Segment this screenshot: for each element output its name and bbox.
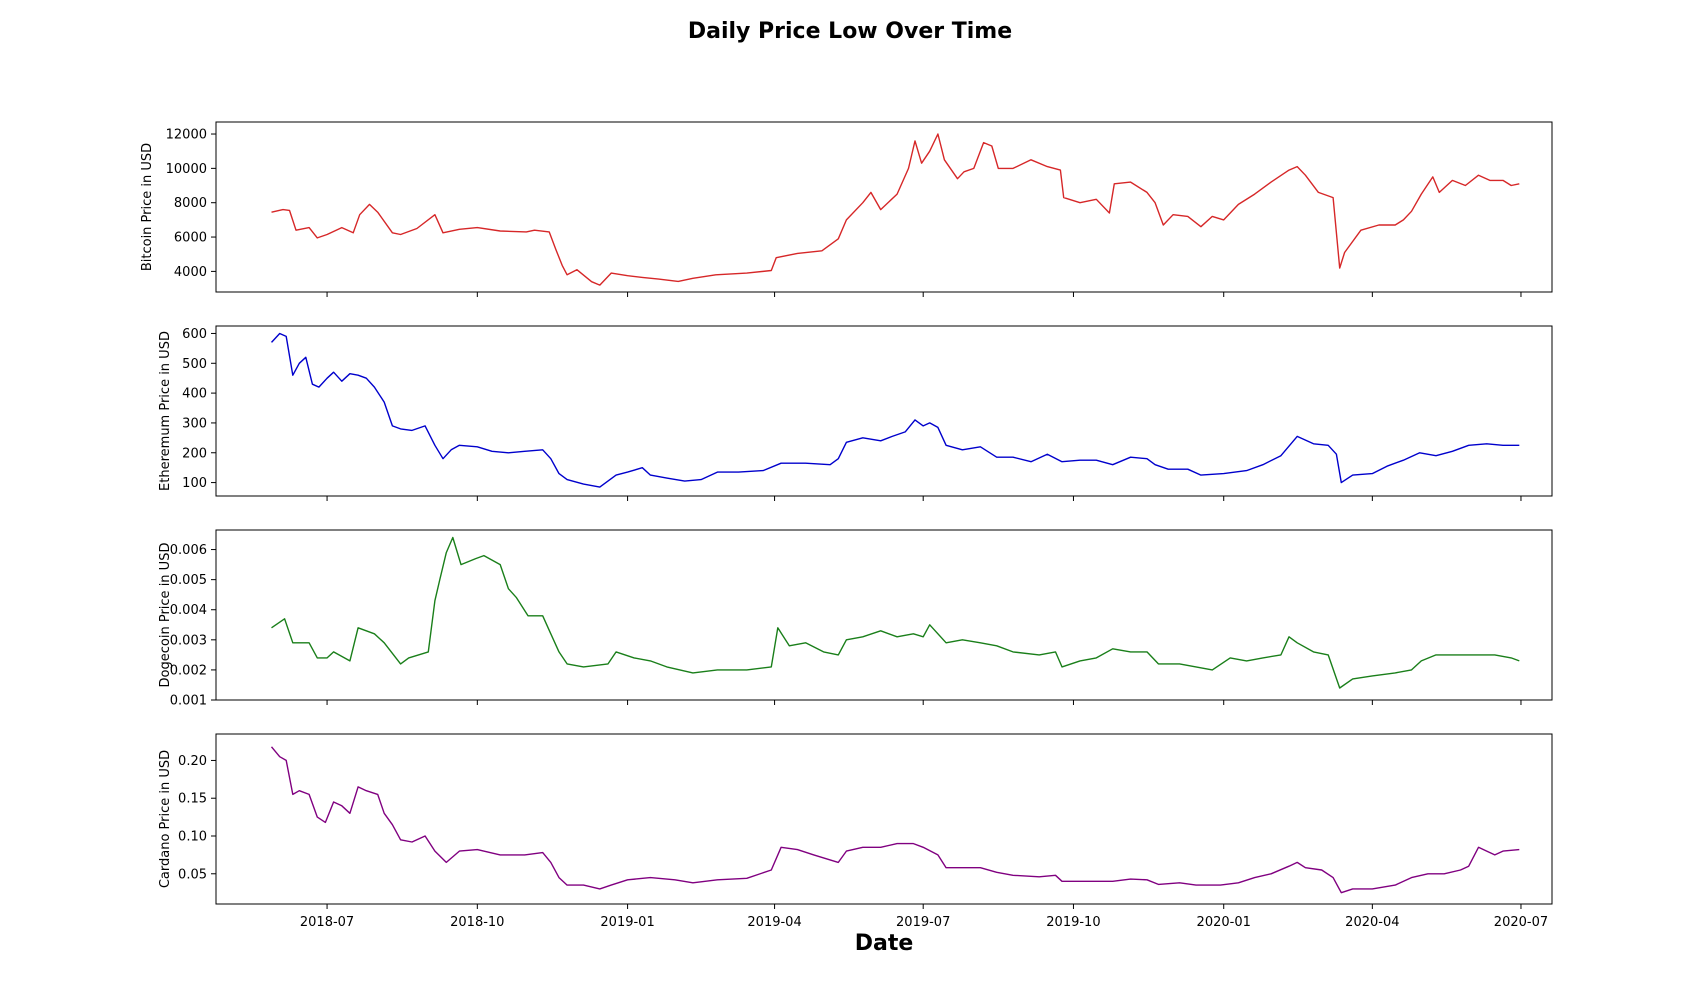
etheremum-axes-frame — [215, 325, 1553, 497]
etheremum-y-tick-label: 200 — [182, 446, 207, 461]
etheremum-y-tick-label: 400 — [182, 387, 207, 402]
bitcoin-y-tick-label: 4000 — [174, 265, 207, 280]
etheremum-y-tick-label: 600 — [182, 327, 207, 342]
bitcoin-y-tick-label: 12000 — [166, 128, 207, 143]
x-tick-label: 2019-01 — [600, 915, 654, 930]
cardano-y-tick-label: 0.05 — [178, 867, 207, 882]
etheremum-y-tick-label: 500 — [182, 357, 207, 372]
etheremum-panel: 100 200 300 400 500 600 Etheremum Price in USD — [158, 325, 1553, 501]
dogecoin-y-tick-label: 0.006 — [170, 543, 207, 558]
cardano-axes-frame — [215, 733, 1553, 905]
etheremum-series-line — [270, 332, 1520, 488]
x-tick-label: 2018-07 — [300, 915, 354, 930]
dogecoin-y-tick-label: 0.004 — [170, 603, 207, 618]
cardano-y-tick-label: 0.15 — [178, 792, 207, 807]
chart-title: Daily Price Low Over Time — [688, 19, 1012, 44]
cardano-y-tick-label: 0.20 — [178, 754, 207, 769]
x-tick-label: 2019-04 — [747, 915, 801, 930]
dogecoin-y-tick-label: 0.001 — [170, 694, 207, 709]
cardano-series-line — [270, 746, 1520, 894]
bitcoin-y-axis-label: Bitcoin Price in USD — [140, 143, 155, 271]
bitcoin-panel: 4000 6000 8000 10000 12000 Bitcoin Price in U… — [140, 121, 1553, 297]
bitcoin-y-tick-label: 8000 — [174, 196, 207, 211]
chart-panels: 4000 6000 8000 10000 12000 Bitcoin Price in U… — [140, 121, 1553, 930]
dogecoin-y-tick-label: 0.005 — [170, 573, 207, 588]
bitcoin-series-line — [271, 133, 1520, 286]
etheremum-y-tick-label: 100 — [182, 476, 207, 491]
dogecoin-y-tick-label: 0.003 — [170, 633, 207, 648]
cardano-y-axis-label: Cardano Price in USD — [158, 750, 173, 888]
bitcoin-y-tick-label: 6000 — [174, 231, 207, 246]
bitcoin-y-tick-label: 10000 — [166, 162, 207, 177]
x-tick-label: 2018-10 — [450, 915, 504, 930]
dogecoin-y-tick-label: 0.002 — [170, 663, 207, 678]
x-tick-label: 2020-07 — [1494, 915, 1548, 930]
cardano-y-tick-label: 0.10 — [178, 830, 207, 845]
x-axis-label: Date — [855, 931, 914, 956]
x-tick-label: 2019-10 — [1046, 915, 1100, 930]
bitcoin-axes-frame — [215, 121, 1553, 293]
dogecoin-axes-frame — [215, 529, 1553, 701]
x-tick-label: 2020-04 — [1345, 915, 1399, 930]
x-tick-label: 2019-07 — [896, 915, 950, 930]
dogecoin-series-line — [271, 536, 1520, 689]
x-tick-label: 2020-01 — [1197, 915, 1251, 930]
dogecoin-y-axis-label: Dogecoin Price in USD — [158, 543, 173, 688]
cardano-panel: 0.05 0.10 0.15 0.20 2018-07 2018-10 2019-01 201… — [158, 733, 1553, 930]
etheremum-y-tick-label: 300 — [182, 416, 207, 431]
etheremum-y-axis-label: Etheremum Price in USD — [158, 331, 173, 491]
